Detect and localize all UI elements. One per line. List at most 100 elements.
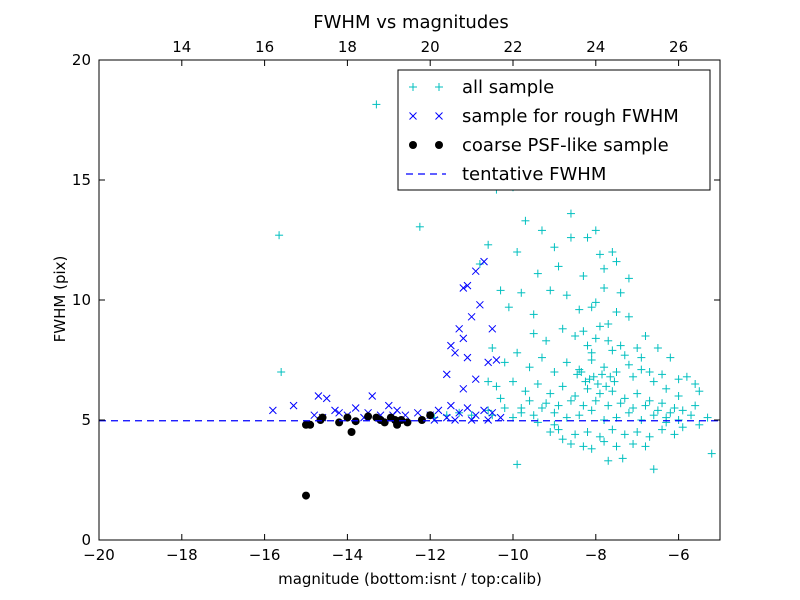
all-sample-point [558, 435, 567, 444]
all-sample-point [600, 363, 609, 372]
all-sample-point [475, 260, 484, 268]
all-sample-point [662, 384, 671, 393]
all-sample-point [537, 404, 546, 412]
rough-fwhm-point-b [480, 406, 488, 415]
all-sample-point [579, 272, 588, 280]
all-sample-point [571, 392, 580, 400]
all-sample-point [562, 358, 571, 367]
psf-like-point [426, 411, 435, 420]
all-sample-point [649, 411, 658, 420]
all-sample-point [558, 382, 567, 391]
rough-fwhm-point-b [459, 334, 468, 343]
all-sample-point [587, 356, 596, 364]
legend-dot-swatch [435, 141, 443, 149]
all-sample-point [620, 394, 629, 403]
rough-fwhm-point [384, 401, 393, 410]
all-sample-point [633, 389, 642, 398]
all-sample-point [583, 384, 592, 393]
all-sample-point [658, 399, 667, 408]
all-sample-point [624, 360, 633, 369]
all-sample-point [602, 382, 611, 391]
all-sample-point [587, 348, 596, 357]
rough-fwhm-point-b [368, 392, 377, 400]
all-sample-point [620, 430, 629, 439]
psf-like-point [347, 428, 356, 436]
rough-fwhm-point-b [289, 401, 298, 410]
all-sample-point [629, 372, 638, 381]
all-sample-point [612, 257, 621, 266]
rough-fwhm-point [488, 408, 497, 417]
all-sample-point [525, 363, 534, 372]
rough-fwhm-point [351, 404, 360, 412]
rough-fwhm-point [467, 416, 476, 424]
rough-fwhm-point-b [310, 411, 319, 420]
all-sample-point [641, 442, 650, 451]
rough-fwhm-point-b [442, 413, 451, 422]
rough-fwhm-point [480, 257, 488, 266]
all-sample-point [583, 428, 592, 436]
all-sample-point [562, 413, 571, 422]
all-sample-point [600, 284, 609, 292]
rough-fwhm-point-b [331, 406, 339, 415]
x-tick-label: −18 [166, 546, 198, 564]
all-sample-point [608, 248, 617, 256]
all-sample-point [484, 406, 493, 415]
rough-fwhm-point [447, 341, 455, 350]
all-sample-point [583, 233, 592, 242]
all-sample-point [604, 336, 613, 345]
all-sample-point [645, 432, 654, 441]
all-sample-point [517, 288, 526, 297]
all-sample-point [587, 406, 596, 415]
all-sample-point [529, 310, 538, 319]
all-sample-point [653, 406, 662, 415]
plot-area [99, 100, 720, 500]
all-sample-point [275, 231, 284, 240]
y-tick-label: 5 [81, 411, 91, 429]
all-sample-point [533, 418, 542, 427]
rough-fwhm-point-b [455, 324, 464, 333]
all-sample-point [575, 411, 584, 420]
rough-fwhm-point-b [459, 384, 468, 393]
all-sample-point [566, 440, 575, 448]
rough-fwhm-point [476, 300, 484, 309]
rough-fwhm-point [480, 406, 488, 415]
all-sample-point [577, 368, 586, 376]
rough-fwhm-point-b [447, 401, 455, 410]
legend-cross-swatch [435, 112, 443, 120]
top-tick-label: 26 [669, 38, 688, 56]
all-sample-point [595, 389, 604, 398]
legend-label: sample for rough FWHM [462, 106, 679, 127]
all-sample-point [550, 408, 559, 417]
all-sample-point [691, 401, 700, 410]
all-sample-point [583, 341, 592, 350]
all-sample-point [682, 372, 691, 381]
rough-fwhm-point-b [442, 370, 451, 379]
all-sample-point [658, 425, 667, 434]
all-sample-point [537, 226, 546, 235]
legend-item-3: coarse PSF-like sample [409, 135, 669, 156]
all-sample-point [554, 401, 563, 410]
all-sample-point [645, 368, 654, 376]
y-tick-label: 0 [81, 531, 91, 549]
rough-fwhm-point [368, 392, 377, 400]
rough-fwhm-point-b [463, 404, 472, 412]
all-sample-point [566, 233, 575, 242]
all-sample-point [600, 416, 609, 424]
rough-fwhm-point-b [467, 312, 476, 321]
rough-fwhm-point-b [451, 416, 459, 424]
all-sample-point [670, 430, 679, 439]
all-sample-point [591, 396, 600, 405]
all-sample-point [571, 430, 580, 439]
psf-like-point [403, 418, 412, 427]
all-sample-point [533, 380, 542, 388]
all-sample-point [591, 334, 600, 343]
all-sample-point [608, 425, 617, 434]
all-sample-point [542, 336, 551, 345]
axis-ticks: −20 −18 −16 −14 −12 −10 −8 −6 0 5 10 15 20 14 16 18 20 22… [72, 38, 720, 564]
rough-fwhm-point-b [471, 375, 480, 384]
all-sample-point [707, 449, 716, 458]
top-tick-label: 20 [421, 38, 440, 56]
x-tick-label: −12 [414, 546, 446, 564]
rough-fwhm-point-b [463, 353, 472, 362]
rough-fwhm-point [463, 404, 472, 412]
